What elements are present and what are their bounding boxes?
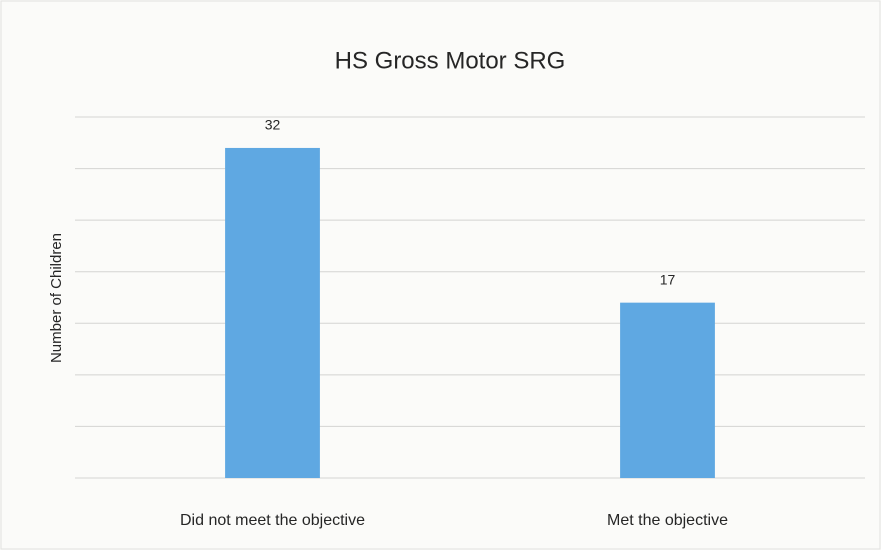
data-label: 32 — [265, 117, 281, 133]
x-tick-label: Met the objective — [607, 512, 728, 529]
bar — [225, 147, 320, 478]
chart-title: HS Gross Motor SRG — [335, 47, 566, 74]
y-axis-label: Number of Children — [48, 233, 65, 363]
data-label: 17 — [660, 271, 676, 287]
bar — [620, 302, 715, 478]
x-tick-label: Did not meet the objective — [180, 512, 365, 529]
